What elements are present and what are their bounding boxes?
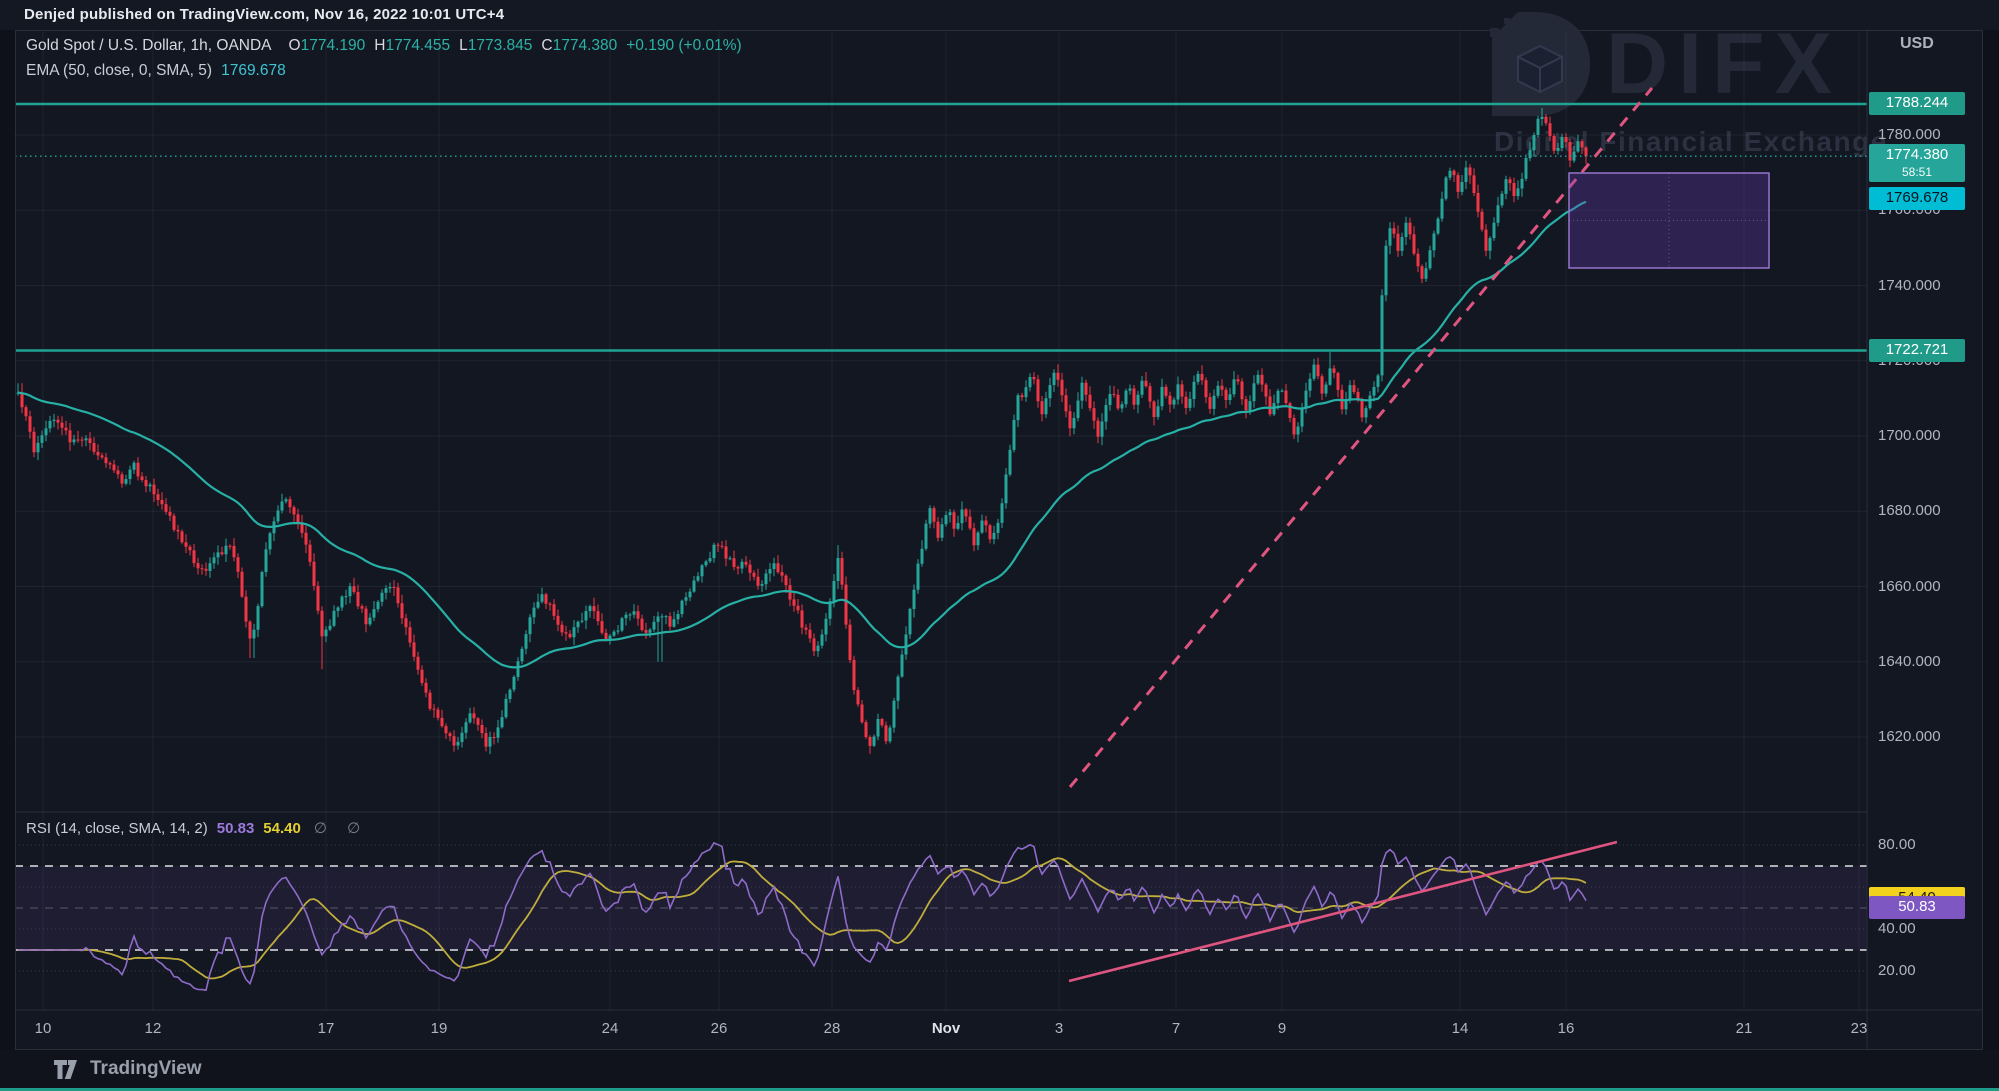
rsi-pane[interactable] [15, 842, 1867, 990]
main-pane[interactable] [15, 88, 1867, 787]
chart-canvas[interactable] [0, 0, 1999, 1091]
candle-wicks-up [18, 108, 1578, 754]
candle-bodies-down [21, 117, 1588, 747]
ema-line [18, 202, 1586, 668]
candle-bodies-up [17, 117, 1580, 747]
